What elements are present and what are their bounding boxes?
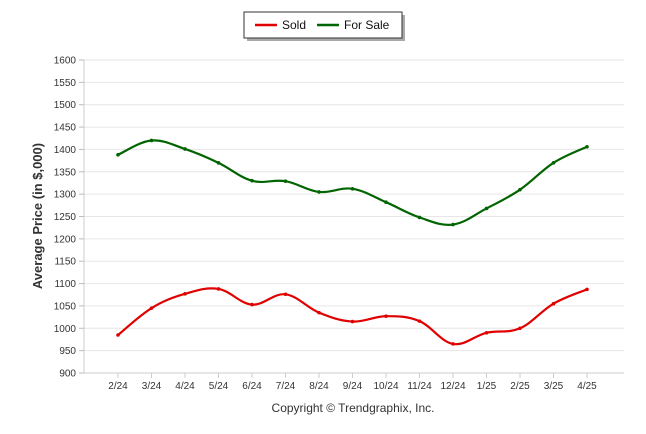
series-line-for-sale	[116, 139, 589, 226]
x-tick-label: 6/24	[242, 381, 262, 392]
y-axis-title: Average Price (in $,000)	[30, 143, 45, 289]
data-point-for-sale[interactable]	[417, 215, 422, 220]
data-point-sold[interactable]	[250, 302, 254, 307]
data-point-sold[interactable]	[384, 314, 388, 319]
x-tick-label: 12/24	[440, 381, 465, 392]
y-tick-label: 1350	[54, 167, 77, 178]
data-point-for-sale[interactable]	[283, 179, 288, 183]
x-axis: 2/24 3/24 4/24 5/24 6/24 7/24 8/24 9/24 10/24 11/…	[84, 372, 624, 392]
data-point-for-sale[interactable]	[317, 190, 321, 194]
x-tick-label: 4/24	[175, 381, 195, 392]
x-tick-label: 9/24	[343, 381, 363, 392]
data-point-sold[interactable]	[350, 319, 355, 324]
series	[116, 138, 589, 346]
y-tick-label: 1600	[54, 56, 77, 67]
y-tick-label: 950	[59, 346, 76, 357]
data-point-sold[interactable]	[317, 310, 321, 315]
series-line-sold	[116, 287, 589, 346]
data-point-for-sale[interactable]	[484, 206, 489, 211]
data-point-sold[interactable]	[585, 287, 589, 292]
copyright-credit: Copyright © Trendgraphix, Inc.	[272, 401, 435, 415]
y-tick-label: 1100	[54, 279, 76, 290]
y-axis: 900 950 1000 1050 1100 1150 1200 1250 1300 1350 14…	[54, 56, 85, 380]
data-point-for-sale[interactable]	[350, 186, 355, 191]
y-tick-label: 1250	[54, 212, 77, 223]
data-point-sold[interactable]	[216, 287, 221, 291]
legend: Sold For Sale	[243, 11, 405, 41]
x-tick-label: 5/24	[209, 381, 229, 392]
x-tick-label: 11/24	[407, 381, 432, 392]
y-tick-label: 1000	[54, 324, 77, 335]
y-tick-label: 1150	[54, 257, 76, 268]
x-tick-label: 2/25	[510, 381, 530, 392]
legend-label-for-sale: For Sale	[344, 18, 390, 32]
data-point-sold[interactable]	[116, 333, 120, 337]
x-tick-label: 10/24	[373, 381, 398, 392]
x-tick-label: 3/24	[142, 381, 162, 392]
data-point-for-sale[interactable]	[116, 152, 120, 157]
x-tick-label: 4/25	[577, 381, 597, 392]
y-tick-label: 900	[59, 369, 76, 380]
series-sold	[116, 287, 589, 346]
data-point-sold[interactable]	[417, 319, 422, 323]
series-for-sale	[116, 138, 589, 227]
data-point-sold[interactable]	[283, 292, 288, 297]
data-point-sold[interactable]	[551, 301, 556, 306]
data-point-for-sale[interactable]	[183, 147, 187, 151]
data-point-sold[interactable]	[149, 306, 154, 310]
data-point-for-sale[interactable]	[518, 187, 522, 192]
y-tick-label: 1450	[54, 123, 77, 134]
data-point-sold[interactable]	[183, 292, 187, 296]
x-tick-label: 7/24	[276, 381, 296, 392]
data-point-for-sale[interactable]	[585, 144, 589, 149]
data-point-for-sale[interactable]	[250, 178, 254, 183]
x-tick-label: 3/25	[544, 381, 564, 392]
y-tick-label: 1200	[54, 234, 77, 245]
data-point-for-sale[interactable]	[551, 161, 556, 165]
x-tick-label: 8/24	[309, 381, 329, 392]
x-tick-label: 1/25	[477, 381, 497, 392]
data-point-for-sale[interactable]	[216, 161, 221, 165]
y-tick-label: 1500	[54, 100, 77, 111]
data-point-for-sale[interactable]	[149, 138, 154, 143]
x-tick-label: 2/24	[108, 381, 128, 392]
legend-label-sold: Sold	[282, 18, 306, 32]
y-tick-label: 1400	[54, 145, 77, 156]
y-tick-label: 1550	[54, 78, 77, 89]
data-point-for-sale[interactable]	[384, 200, 388, 204]
y-tick-label: 1300	[54, 190, 77, 201]
data-point-sold[interactable]	[518, 326, 522, 331]
y-tick-label: 1050	[54, 301, 77, 312]
grid	[84, 59, 624, 374]
data-point-sold[interactable]	[451, 342, 455, 346]
data-point-for-sale[interactable]	[451, 222, 455, 227]
data-point-sold[interactable]	[484, 330, 489, 335]
